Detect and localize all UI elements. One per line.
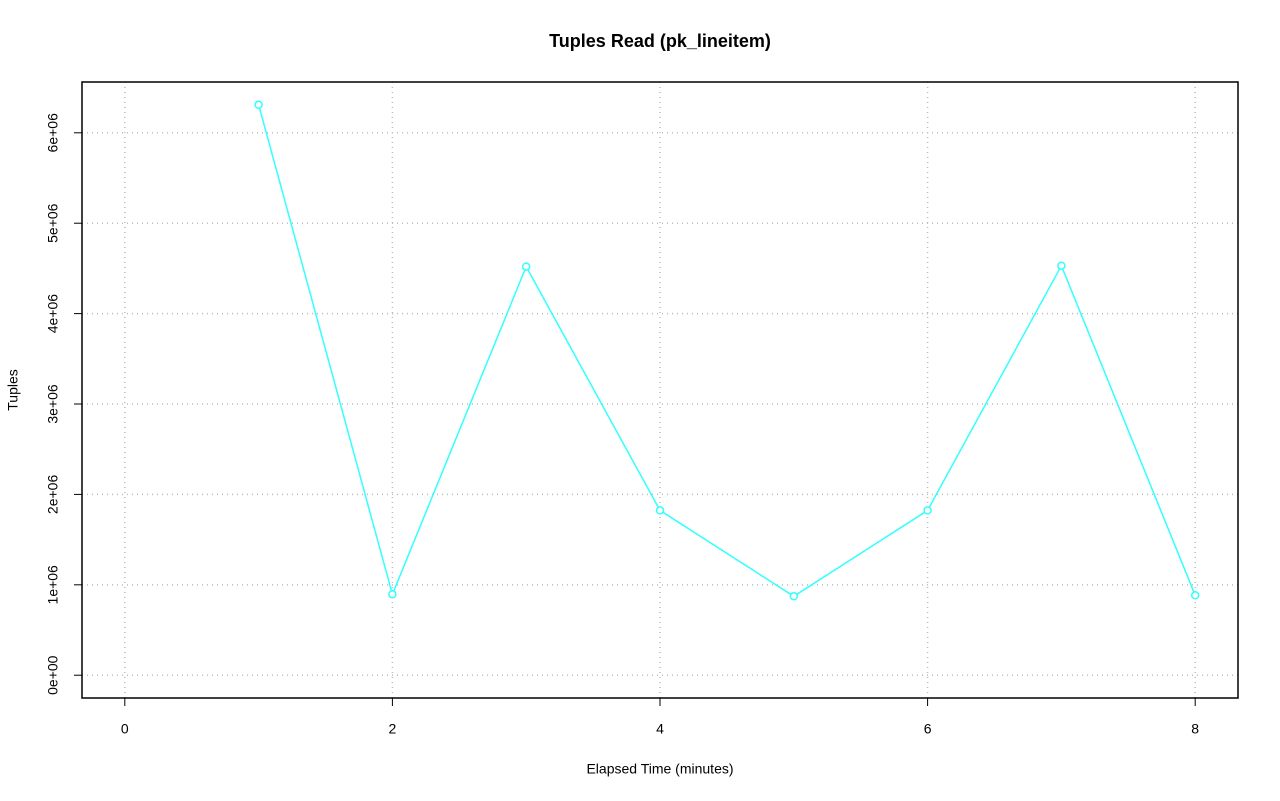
y-tick-label: 5e+06 bbox=[45, 203, 61, 243]
data-point bbox=[1057, 261, 1066, 270]
x-tick-label: 8 bbox=[1191, 721, 1199, 737]
data-point bbox=[1190, 591, 1200, 600]
x-axis-label: Elapsed Time (minutes) bbox=[586, 761, 733, 777]
data-point bbox=[521, 262, 531, 271]
y-tick-label: 4e+06 bbox=[45, 294, 61, 334]
data-point bbox=[923, 506, 932, 515]
plot-frame bbox=[81, 81, 1239, 699]
x-tick-label: 2 bbox=[389, 721, 397, 737]
y-axis-label: Tuples bbox=[5, 369, 21, 411]
data-point bbox=[789, 592, 799, 601]
data-point bbox=[655, 506, 665, 515]
data-point bbox=[388, 590, 397, 599]
x-tick-label: 6 bbox=[924, 721, 932, 737]
y-tick-label: 1e+06 bbox=[45, 565, 61, 605]
x-tick-label: 0 bbox=[121, 721, 129, 737]
y-tick-label: 0e+00 bbox=[45, 655, 61, 695]
y-tick-label: 2e+06 bbox=[45, 475, 61, 515]
data-point bbox=[254, 100, 263, 110]
chart-title: Tuples Read (pk_lineitem) bbox=[549, 31, 771, 51]
data-line bbox=[257, 104, 1196, 598]
x-tick-label: 4 bbox=[656, 721, 664, 737]
y-tick-label: 3e+06 bbox=[45, 384, 61, 424]
y-tick-label: 6e+06 bbox=[45, 113, 61, 153]
